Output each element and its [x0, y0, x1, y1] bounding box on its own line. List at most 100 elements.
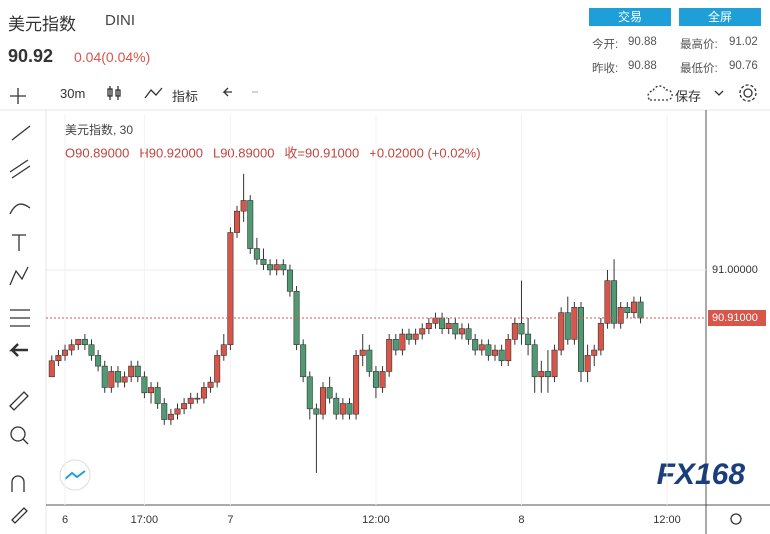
candle-body: [379, 371, 386, 388]
stat-label: 最高价:: [680, 39, 718, 51]
candle-body: [571, 307, 578, 340]
candle-body: [544, 371, 551, 378]
tool-icons[interactable]: [8, 84, 757, 525]
candle-body: [425, 323, 432, 329]
candle-body: [372, 371, 379, 388]
x-tick-label: 8: [518, 514, 524, 526]
x-tick-label: 12:00: [362, 514, 390, 526]
candle-body: [458, 328, 465, 335]
x-tick-label: 7: [227, 514, 233, 526]
candle-body: [518, 323, 525, 335]
candle-body: [161, 403, 168, 420]
candle-body: [538, 371, 545, 378]
candle-body: [95, 355, 102, 367]
candle-body: [637, 301, 644, 319]
symbol: DINI: [105, 12, 135, 29]
candle-body: [306, 376, 313, 410]
candle-body: [346, 403, 353, 415]
candle-body: [128, 365, 135, 378]
candle-body: [134, 365, 141, 378]
candle-body: [55, 355, 62, 362]
candle-body: [273, 264, 280, 271]
y-tick-label: 91.00000: [712, 264, 758, 276]
candle-body: [267, 264, 274, 271]
candle-body: [577, 307, 584, 372]
candle-body: [558, 312, 565, 351]
candle-body: [48, 360, 55, 378]
x-tick-label: 12:00: [653, 514, 681, 526]
trade-button[interactable]: 交易: [589, 8, 671, 26]
save[interactable]: 保存: [675, 89, 702, 104]
ohlc-legend: +0.02000 (+0.02%): [369, 145, 480, 160]
candle-body: [220, 344, 227, 356]
candle-body: [108, 371, 115, 388]
candle-body: [227, 232, 234, 346]
candle-body: [399, 333, 406, 351]
candle-body: [320, 387, 327, 415]
candle-body: [62, 349, 69, 356]
price: 90.92: [8, 46, 54, 66]
stat-value: 91.02: [729, 36, 758, 48]
candle-body: [247, 200, 254, 249]
candle-body: [207, 381, 214, 388]
fullscreen-button[interactable]: 全屏: [679, 8, 761, 26]
candle-body: [174, 408, 181, 415]
candle-body: [445, 323, 452, 329]
candle-body: [200, 387, 207, 399]
candle-body: [465, 328, 472, 340]
stat-value: 90.88: [628, 60, 657, 72]
candle-body: [478, 344, 485, 351]
candle-body: [154, 387, 161, 404]
candle-body: [286, 269, 293, 292]
watermark: FX168: [657, 458, 746, 491]
candle-body: [485, 344, 492, 356]
candle-body: [366, 349, 373, 372]
x-tick-label: 6: [62, 514, 68, 526]
candle-body: [498, 349, 505, 362]
candle-body: [359, 349, 366, 356]
ohlc-legend: 收=90.91000: [284, 145, 359, 160]
candle-body: [392, 339, 399, 351]
candle-body: [439, 317, 446, 329]
title: 美元指数: [8, 15, 76, 34]
candle-body: [214, 355, 221, 383]
candle-body: [551, 349, 558, 378]
candle-body: [432, 317, 439, 324]
candle-body: [591, 349, 598, 356]
candle-body: [234, 210, 241, 233]
ohlc-legend: L90.89000: [213, 145, 274, 160]
stat-value: 90.76: [729, 60, 758, 72]
stat-label: 最低价:: [680, 63, 718, 75]
candle-body: [472, 339, 479, 351]
stat-label: 今开:: [592, 39, 619, 51]
candle-body: [492, 349, 499, 356]
candle-body: [280, 264, 287, 271]
change: 0.04(0.04%): [74, 49, 151, 65]
last-price-box: [708, 310, 766, 327]
candle-body: [505, 339, 512, 362]
candle-body: [353, 355, 360, 415]
candle-body: [141, 376, 148, 394]
candle-body: [181, 403, 188, 410]
candle-body: [412, 333, 419, 340]
candle-body: [339, 403, 346, 415]
candle-body: [148, 387, 155, 394]
ohlc-legend: O90.89000: [65, 145, 129, 160]
candle-body: [630, 301, 637, 313]
candle-body: [187, 397, 194, 404]
candle-body: [253, 248, 260, 260]
candle-body: [564, 312, 571, 340]
candle-body: [511, 323, 518, 340]
candle-body: [300, 344, 307, 378]
candle-body: [101, 365, 108, 388]
interval[interactable]: 30m: [60, 86, 86, 101]
candle-body: [240, 200, 247, 212]
candle-body: [333, 397, 340, 415]
candle-body: [81, 339, 88, 346]
candle-body: [313, 408, 320, 415]
indicators[interactable]: 指标: [172, 89, 199, 104]
candle-body: [452, 323, 459, 335]
candle-body: [597, 323, 604, 351]
